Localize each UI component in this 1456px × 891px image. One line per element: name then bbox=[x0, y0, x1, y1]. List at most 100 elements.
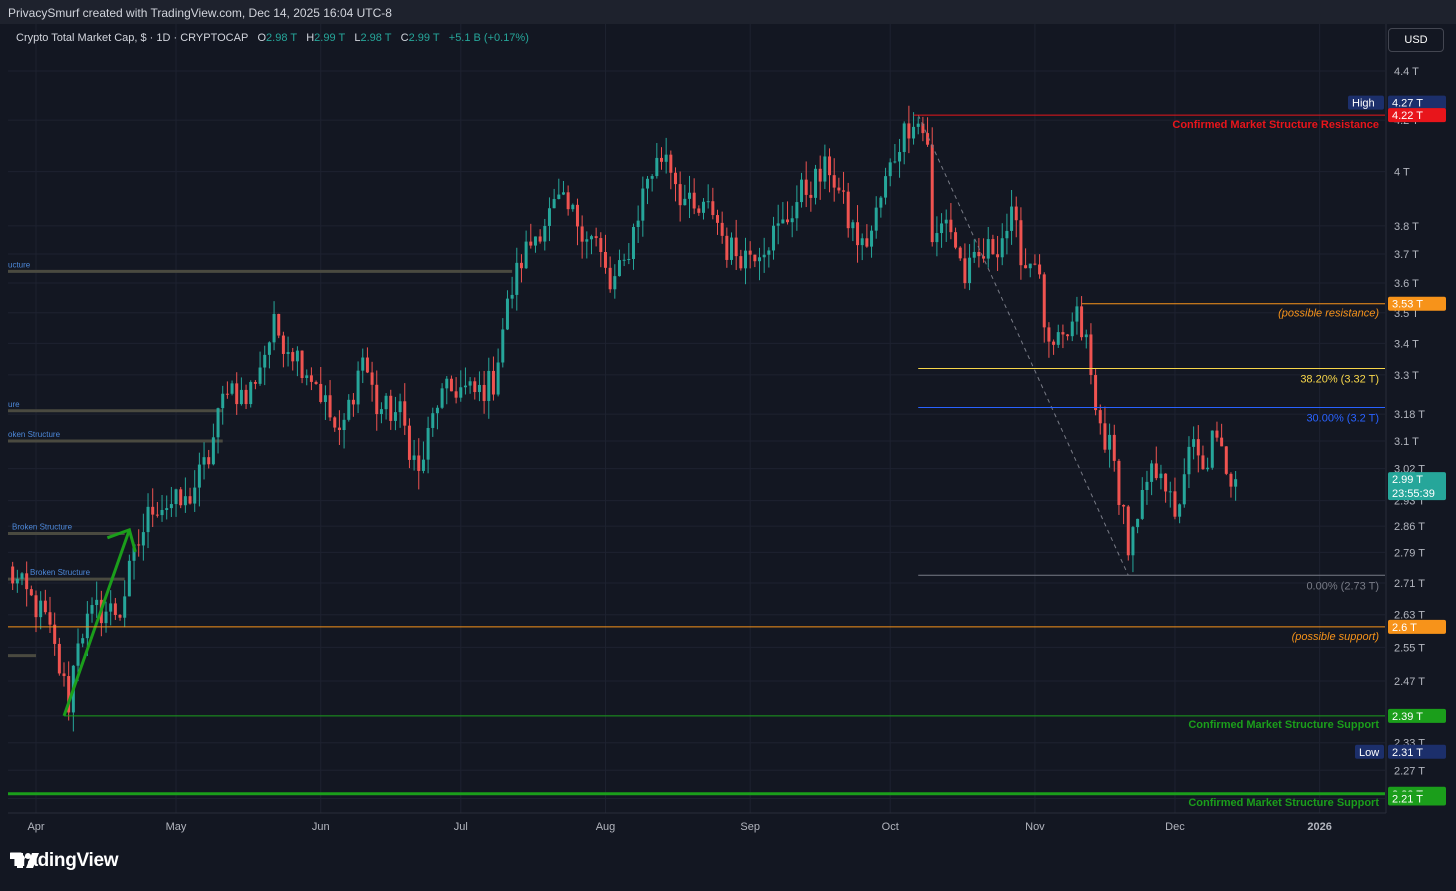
candle-body bbox=[286, 352, 290, 354]
candle-body bbox=[281, 335, 285, 354]
price-tag-value: 2.39 T bbox=[1392, 711, 1423, 723]
candle-body bbox=[263, 354, 267, 368]
candle-body bbox=[748, 250, 752, 255]
candle-body bbox=[1159, 473, 1163, 479]
candle-body bbox=[786, 219, 790, 223]
candle-body bbox=[356, 370, 360, 405]
open-value: 2.98 T bbox=[266, 32, 298, 44]
candle-body bbox=[1224, 446, 1228, 474]
candle-body bbox=[1080, 306, 1084, 338]
candle-body bbox=[85, 613, 89, 639]
time-axis-tick: Jun bbox=[312, 821, 330, 833]
candle-body bbox=[1131, 527, 1135, 556]
attribution-text: PrivacySmurf created with TradingView.co… bbox=[8, 6, 392, 20]
candle-body bbox=[53, 624, 57, 644]
candle-body bbox=[916, 123, 920, 127]
candle-body bbox=[991, 239, 995, 255]
candle-body bbox=[113, 603, 117, 615]
candle-body bbox=[706, 201, 710, 203]
candle-body bbox=[613, 276, 617, 290]
candle-body bbox=[34, 595, 38, 618]
candle-body bbox=[39, 600, 43, 618]
candle-body bbox=[1103, 423, 1107, 450]
price-tag bbox=[1388, 708, 1446, 723]
price-axis-tick: 3.1 T bbox=[1394, 436, 1419, 448]
candle-body bbox=[884, 176, 888, 198]
broken-structure-label: ucture bbox=[8, 260, 31, 269]
candle-body bbox=[538, 236, 542, 242]
candle-body bbox=[800, 179, 804, 203]
candle-body bbox=[781, 219, 785, 224]
candle-body bbox=[118, 614, 122, 618]
fib-diagonal-line bbox=[917, 114, 1129, 576]
high-label: H bbox=[306, 32, 315, 44]
price-tag-prefix-box bbox=[1348, 95, 1384, 110]
candle-body bbox=[379, 409, 383, 415]
candle-body bbox=[314, 381, 318, 384]
candle-body bbox=[739, 256, 743, 269]
price-axis-tick: 2.55 T bbox=[1394, 642, 1425, 654]
time-axis-tick: Oct bbox=[882, 821, 899, 833]
candle-body bbox=[977, 251, 981, 257]
currency-button[interactable]: USD bbox=[1388, 28, 1444, 52]
candle-body bbox=[160, 509, 164, 516]
candle-body bbox=[1000, 238, 1004, 258]
candle-body bbox=[1150, 463, 1154, 482]
candle-body bbox=[25, 573, 29, 590]
candle-body bbox=[333, 417, 337, 428]
candle-body bbox=[1052, 341, 1056, 345]
candle-body bbox=[1028, 263, 1032, 269]
candle-body bbox=[603, 251, 607, 268]
candle-body bbox=[1182, 474, 1186, 505]
candle-body bbox=[183, 496, 187, 506]
candle-body bbox=[473, 381, 477, 393]
price-axis-tick: 3.3 T bbox=[1394, 370, 1419, 382]
candle-body bbox=[193, 487, 197, 504]
price-axis-tick: 3.7 T bbox=[1394, 249, 1419, 261]
candle-body bbox=[365, 357, 369, 373]
candle-body bbox=[57, 643, 61, 674]
level-label: 30.00% (3.2 T) bbox=[1306, 412, 1379, 424]
candle-body bbox=[1201, 455, 1205, 470]
candle-body bbox=[552, 199, 556, 209]
candle-body bbox=[972, 251, 976, 258]
broken-structure-label: Broken Structure bbox=[12, 523, 73, 532]
close-value: 2.99 T bbox=[408, 32, 440, 44]
candle-body bbox=[127, 560, 131, 597]
level-label: Confirmed Market Structure Support bbox=[1188, 719, 1379, 731]
candle-body bbox=[267, 342, 271, 355]
candle-body bbox=[249, 382, 253, 405]
candle-body bbox=[650, 176, 654, 179]
candle-body bbox=[515, 262, 519, 295]
candle-body bbox=[309, 375, 313, 382]
candle-body bbox=[669, 154, 673, 173]
candle-body bbox=[412, 455, 416, 460]
candle-body bbox=[487, 370, 491, 402]
candle-body bbox=[417, 455, 421, 471]
candle-body bbox=[132, 544, 136, 561]
footer-bar bbox=[0, 837, 1456, 891]
candle-body bbox=[627, 258, 631, 260]
time-axis-tick: Apr bbox=[27, 821, 44, 833]
candle-body bbox=[519, 262, 523, 269]
price-axis-tick: 3.4 T bbox=[1394, 338, 1419, 350]
candle-body bbox=[1117, 460, 1121, 505]
candle-body bbox=[879, 197, 883, 208]
candle-body bbox=[370, 372, 374, 385]
candle-body bbox=[15, 578, 19, 584]
candle-body bbox=[1154, 463, 1158, 479]
price-tag-prefix-box bbox=[1355, 744, 1384, 759]
chart-area[interactable]: ucture ure oken Structure Broken Structure B… bbox=[8, 24, 1448, 837]
price-chart[interactable]: ucture ure oken Structure Broken Structure B… bbox=[8, 24, 1448, 837]
green-arrow-line bbox=[62, 529, 131, 717]
candle-body bbox=[683, 198, 687, 206]
candle-body bbox=[949, 219, 953, 233]
high-value: 2.99 T bbox=[314, 32, 346, 44]
candle-body bbox=[375, 384, 379, 415]
level-label: Confirmed Market Structure Support bbox=[1188, 797, 1379, 809]
candle-body bbox=[1229, 473, 1233, 487]
price-axis-tick: 2.47 T bbox=[1394, 676, 1425, 688]
candle-body bbox=[599, 238, 603, 252]
candle-body bbox=[141, 532, 145, 546]
tradingview-logo[interactable]: TradingView bbox=[10, 850, 119, 872]
